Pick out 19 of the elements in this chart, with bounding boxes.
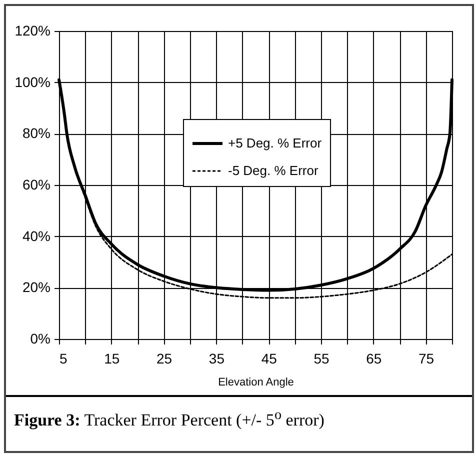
x-axis-title: Elevation Angle	[218, 376, 294, 388]
x-tick-label: 5	[60, 350, 68, 366]
x-tick-label: 75	[418, 350, 434, 366]
y-tick-label: 60%	[22, 176, 50, 192]
y-tick-label: 20%	[22, 279, 50, 296]
x-tick-label: 65	[366, 350, 382, 366]
legend-label: -5 Deg. % Error	[228, 163, 319, 178]
x-tick-label: 45	[261, 350, 278, 366]
x-tick-label: 35	[208, 350, 225, 366]
caption: Figure 3: Tracker Error Percent (+/- 5$^{o}$ error)	[14, 407, 326, 431]
y-tick-label: 100%	[14, 74, 50, 90]
x-tick-label: 55	[314, 350, 330, 366]
legend-label: +5 Deg. % Error	[228, 136, 322, 150]
y-tick-label: 120%	[14, 22, 50, 38]
y-tick-label: 80%	[22, 125, 50, 142]
x-tick-label: 15	[104, 350, 120, 366]
y-tick-label: 40%	[22, 228, 50, 244]
y-tick-label: 0%	[30, 330, 50, 346]
x-tick-label: 25	[156, 350, 172, 366]
